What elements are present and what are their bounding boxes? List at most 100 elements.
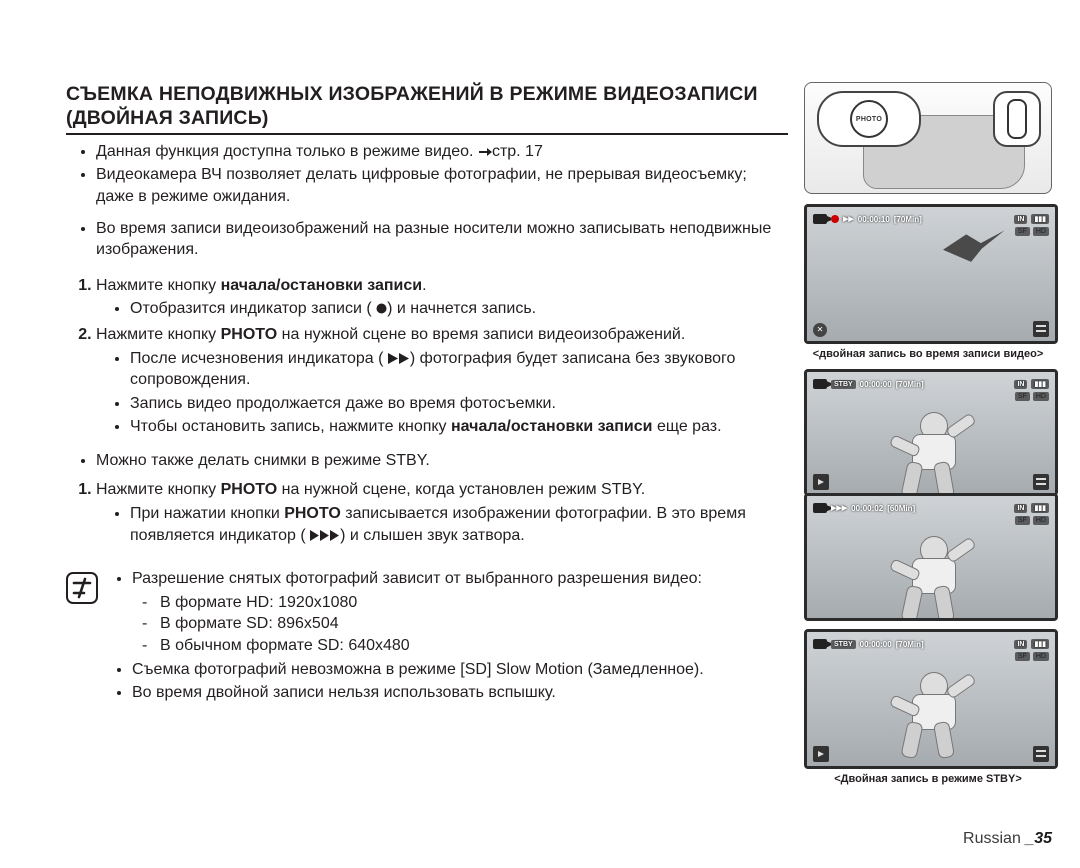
sub-list: При нажатии кнопки PHOTO записывается из… (96, 503, 788, 546)
bold: начала/остановки записи (221, 277, 423, 294)
osd-card: IN (1014, 640, 1027, 649)
camcorder-icon (813, 503, 827, 513)
lcd-caption: <двойная запись во время записи видео> (804, 348, 1052, 361)
triple-triangle-icon (310, 526, 340, 537)
menu-icon (1033, 321, 1049, 337)
section-title: СЪЕМКА НЕПОДВИЖНЫХ ИЗОБРАЖЕНИЙ В РЕЖИМЕ … (66, 82, 788, 135)
text: Разрешение снятых фотографий зависит от … (132, 570, 702, 587)
steps-list-1: Нажмите кнопку начала/остановки записи. … (66, 275, 788, 438)
note-subitem: В формате HD: 1920x1080 (160, 592, 704, 614)
note-item: Во время двойной записи нельзя использов… (132, 682, 704, 704)
osd-time: 00:00:10 (858, 215, 890, 224)
text: . (422, 277, 426, 294)
intro-item: Во время записи видеоизображений на разн… (96, 218, 788, 261)
osd-battery-icon: ▮▮▮ (1031, 379, 1049, 389)
note-icon (66, 572, 98, 611)
step-item: Нажмите кнопку PHOTO на нужной сцене во … (96, 324, 788, 438)
osd-battery-icon: ▮▮▮ (1031, 639, 1049, 649)
zoom-rocker-icon (1007, 99, 1027, 139)
lcd-screenshot-stby: STBY 00:00:00 [70Min] IN ▮▮▮ SF HD <Двой… (804, 629, 1052, 786)
note-sublist: В формате HD: 1920x1080 В формате SD: 89… (132, 592, 704, 657)
sub-item: После исчезновения индикатора ( ) фотогр… (130, 348, 788, 391)
osd-remain: [60Min] (887, 504, 915, 513)
text: на нужной сцене, когда установлен режим … (277, 481, 645, 498)
osd-top-row: ▶▶▶ 00:00:02 [60Min] IN ▮▮▮ (813, 500, 1049, 516)
subject-person-icon (886, 534, 976, 621)
osd-resolution: HD (1033, 516, 1049, 525)
play-icon (813, 746, 829, 762)
lcd-screenshot-pair: STBY 00:00:00 [70Min] IN ▮▮▮ SF HD (804, 369, 1052, 621)
manual-page: СЪЕМКА НЕПОДВИЖНЫХ ИЗОБРАЖЕНИЙ В РЕЖИМЕ … (0, 0, 1080, 868)
subject-person-icon (886, 410, 976, 496)
text: При нажатии кнопки (130, 505, 284, 522)
menu-icon (1033, 746, 1049, 762)
osd-card: IN (1014, 215, 1027, 224)
photo-button-bubble: PHOTO (817, 91, 921, 147)
intro-item: Данная функция доступна только в режиме … (96, 141, 788, 163)
osd-card: IN (1014, 504, 1027, 513)
osd-resolution: HD (1033, 392, 1049, 401)
osd-top-row: ▶▶ 00:00:10 [70Min] IN ▮▮▮ (813, 211, 1049, 227)
osd-battery-icon: ▮▮▮ (1031, 214, 1049, 224)
text-column: СЪЕМКА НЕПОДВИЖНЫХ ИЗОБРАЖЕНИЙ В РЕЖИМЕ … (66, 82, 788, 794)
sub-item: При нажатии кнопки PHOTO записывается из… (130, 503, 788, 546)
photo-button-icon: PHOTO (850, 100, 888, 138)
note-list: Разрешение снятых фотографий зависит от … (110, 568, 704, 706)
osd-top-row: STBY 00:00:00 [70Min] IN ▮▮▮ (813, 376, 1049, 392)
osd-top-row: STBY 00:00:00 [70Min] IN ▮▮▮ (813, 636, 1049, 652)
osd-quality-row: SF HD (1015, 392, 1049, 401)
text: Данная функция доступна только в режиме … (96, 143, 478, 160)
text: Чтобы остановить запись, нажмите кнопку (130, 418, 451, 435)
camera-illustration: PHOTO (804, 82, 1052, 194)
bold: PHOTO (221, 326, 278, 343)
osd-stby: STBY (831, 380, 856, 389)
bold: PHOTO (284, 505, 341, 522)
text: Нажмите кнопку (96, 326, 221, 343)
rec-dot-icon (831, 215, 839, 223)
text: стр. 17 (492, 143, 543, 160)
figure-column: PHOTO ▶▶ 00:00:10 [70Min] (804, 82, 1052, 794)
camcorder-icon (813, 639, 827, 649)
intro-list: Данная функция доступна только в режиме … (66, 141, 788, 261)
osd-battery-icon: ▮▮▮ (1031, 503, 1049, 513)
osd-quality-row: SF HD (1015, 652, 1049, 661)
sub-item: Запись видео продолжается даже во время … (130, 393, 788, 415)
osd-remain: [70Min] (896, 640, 924, 649)
steps-list-2: Нажмите кнопку PHOTO на нужной сцене, ко… (66, 479, 788, 546)
sub-item: Чтобы остановить запись, нажмите кнопку … (130, 416, 788, 438)
lcd-screenshot-recording: ▶▶ 00:00:10 [70Min] IN ▮▮▮ SF HD ✕ <двой… (804, 204, 1052, 361)
osd-quality-row: SF HD (1015, 516, 1049, 525)
note-item: Разрешение снятых фотографий зависит от … (132, 568, 704, 656)
content-row: СЪЕМКА НЕПОДВИЖНЫХ ИЗОБРАЖЕНИЙ В РЕЖИМЕ … (66, 82, 1052, 794)
page-footer: Russian _35 (963, 830, 1052, 848)
text: ) и слышен звук затвора. (340, 527, 525, 544)
note-block: Разрешение снятых фотографий зависит от … (66, 568, 788, 706)
sub-item: Отобразится индикатор записи ( ) и начне… (130, 298, 788, 320)
osd-quality: SF (1015, 227, 1030, 236)
lcd-screen: STBY 00:00:00 [70Min] IN ▮▮▮ SF HD (804, 629, 1058, 769)
osd-time: 00:00:00 (860, 380, 892, 389)
text: После исчезновения индикатора ( (130, 350, 383, 367)
text: еще раз. (653, 418, 722, 435)
play-icon (813, 474, 829, 490)
osd-quality: SF (1015, 392, 1030, 401)
menu-icon (1033, 474, 1049, 490)
bold: PHOTO (221, 481, 278, 498)
osd-stby: STBY (831, 640, 856, 649)
bold: начала/остановки записи (451, 418, 653, 435)
text: Нажмите кнопку (96, 277, 221, 294)
intro-item: Видеокамера ВЧ позволяет делать цифровые… (96, 164, 788, 207)
osd-quality: SF (1015, 652, 1030, 661)
osd-time: 00:00:00 (860, 640, 892, 649)
step-item: Нажмите кнопку PHOTO на нужной сцене, ко… (96, 479, 788, 546)
lcd-screen: ▶▶▶ 00:00:02 [60Min] IN ▮▮▮ SF HD (804, 493, 1058, 621)
text: Отобразится индикатор записи ( (130, 300, 372, 317)
lcd-caption: <Двойная запись в режиме STBY> (804, 773, 1052, 786)
record-dot-icon (376, 299, 387, 310)
mid-item: Можно также делать снимки в режиме STBY. (96, 450, 788, 472)
lcd-screen: STBY 00:00:00 [70Min] IN ▮▮▮ SF HD (804, 369, 1058, 496)
osd-quality-row: SF HD (1015, 227, 1049, 236)
camcorder-icon (813, 379, 827, 389)
sub-list: Отобразится индикатор записи ( ) и начне… (96, 298, 788, 320)
zoom-bubble (993, 91, 1041, 147)
